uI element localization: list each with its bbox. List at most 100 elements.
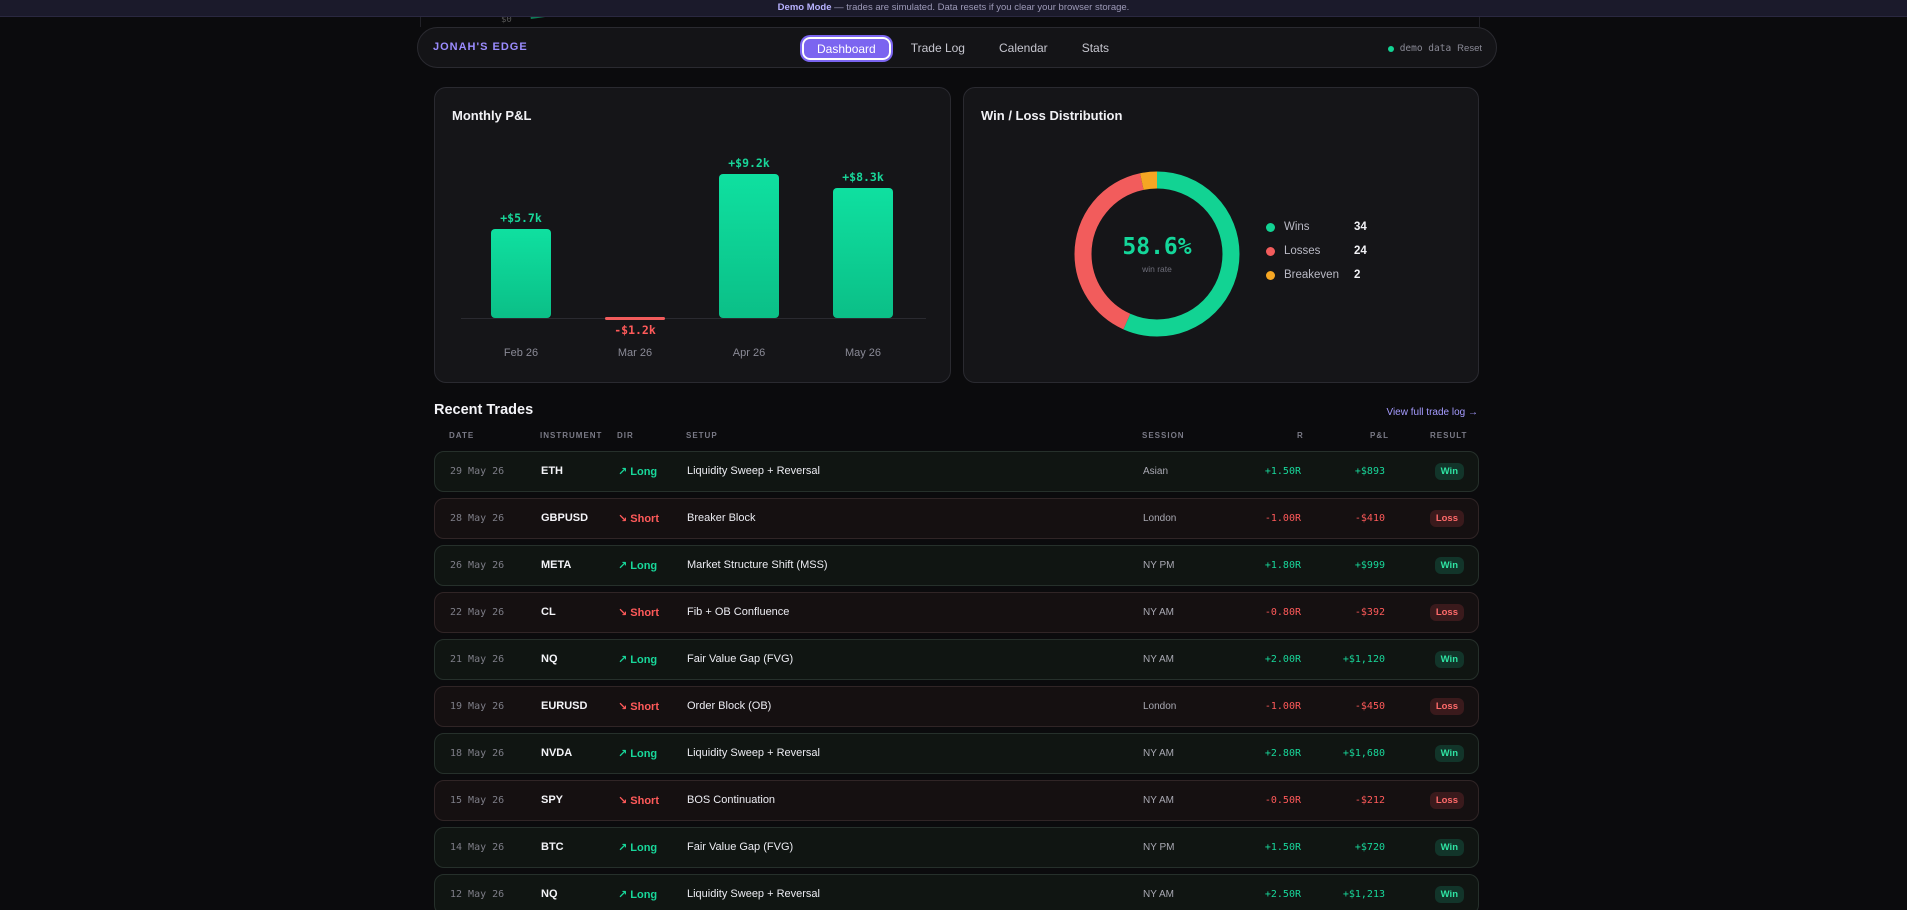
col-pnl: P&L (1370, 431, 1389, 440)
table-row[interactable]: 12 May 26 NQ ↗ Long Liquidity Sweep + Rever… (434, 874, 1479, 910)
table-row[interactable]: 26 May 26 META ↗ Long Market Structure Shif… (434, 545, 1479, 586)
trade-setup: Liquidity Sweep + Reversal (687, 747, 820, 759)
trade-instrument: NQ (541, 888, 558, 900)
donut-segment-breakeven[interactable] (1074, 171, 1240, 337)
result-badge: Win (1434, 745, 1464, 762)
trade-instrument: ETH (541, 465, 563, 477)
trade-instrument: NVDA (541, 747, 573, 759)
trade-direction: ↘ Short (618, 701, 659, 713)
table-row[interactable]: 19 May 26 EURUSD ↘ Short Order Block (OB) Lo… (434, 686, 1479, 727)
ghost-axis-label: $0 (501, 17, 512, 25)
bar-apr-26[interactable] (719, 174, 779, 318)
result-badge: Win (1434, 651, 1464, 668)
table-row[interactable]: 22 May 26 CL ↘ Short Fib + OB Confluence NY … (434, 592, 1479, 633)
view-trade-log-link[interactable]: View full trade log → (1386, 407, 1478, 418)
bar-value-label: +$5.7k (500, 210, 542, 225)
trade-session: London (1143, 701, 1177, 712)
trade-pnl: -$392 (1354, 607, 1385, 618)
trade-date: 19 May 26 (450, 701, 505, 712)
result-badge: Win (1434, 839, 1464, 856)
trade-date: 12 May 26 (450, 889, 505, 900)
demo-mode-label: Demo Mode (777, 2, 832, 13)
tab-trade-log[interactable]: Trade Log (910, 41, 965, 55)
trade-result: Loss (1429, 604, 1464, 621)
trade-date: 14 May 26 (450, 842, 505, 853)
trade-result: Loss (1429, 792, 1464, 809)
trade-r-multiple: -0.80R (1264, 607, 1301, 618)
trades-table-body: 29 May 26 ETH ↗ Long Liquidity Sweep + Reve… (434, 451, 1479, 910)
trade-instrument: CL (541, 606, 556, 618)
demo-banner: Demo Mode — trades are simulated. Data r… (0, 0, 1907, 17)
col-date: DATE (449, 431, 475, 440)
table-row[interactable]: 14 May 26 BTC ↗ Long Fair Value Gap (FVG) NY… (434, 827, 1479, 868)
trade-setup: Fib + OB Confluence (687, 606, 790, 618)
nav-status: demo data Reset (1387, 43, 1482, 54)
donut-segment-losses[interactable] (1074, 171, 1240, 337)
trade-r-multiple: +1.50R (1264, 842, 1301, 853)
trade-session: Asian (1143, 466, 1169, 477)
trade-instrument: EURUSD (541, 700, 588, 712)
trade-result: Win (1434, 745, 1464, 762)
trade-date: 18 May 26 (450, 748, 505, 759)
col-r: R (1297, 431, 1304, 440)
bar-mar-26[interactable] (605, 317, 665, 320)
win-rate-label: win rate (1142, 264, 1172, 274)
reset-button[interactable]: Reset (1457, 43, 1482, 54)
trade-session: NY AM (1143, 795, 1174, 806)
trade-direction: ↗ Long (618, 889, 658, 901)
legend-dot-icon (1266, 271, 1275, 280)
win-loss-donut: 58.6% win rate (1069, 166, 1245, 342)
col-dir: DIR (617, 431, 634, 440)
trade-pnl: +$893 (1354, 466, 1385, 477)
tab-calendar[interactable]: Calendar (998, 41, 1048, 55)
brand-logo[interactable]: JONAH'S EDGE (433, 41, 528, 53)
trade-direction: ↗ Long (618, 466, 658, 478)
tab-dashboard[interactable]: Dashboard (801, 36, 892, 61)
table-row[interactable]: 28 May 26 GBPUSD ↘ Short Breaker Block Londo… (434, 498, 1479, 539)
trade-date: 28 May 26 (450, 513, 505, 524)
chart-baseline (461, 318, 926, 319)
trade-setup: Liquidity Sweep + Reversal (687, 465, 820, 477)
tab-stats[interactable]: Stats (1081, 41, 1110, 55)
trade-direction: ↗ Long (618, 842, 658, 854)
table-row[interactable]: 15 May 26 SPY ↘ Short BOS Continuation NY AM… (434, 780, 1479, 821)
table-row[interactable]: 21 May 26 NQ ↗ Long Fair Value Gap (FVG) NY … (434, 639, 1479, 680)
trade-direction: ↗ Long (618, 560, 658, 572)
legend-label: Breakeven (1284, 269, 1339, 281)
recent-trades-title: Recent Trades (434, 402, 534, 418)
trade-session: NY AM (1143, 748, 1174, 759)
trade-result: Win (1434, 651, 1464, 668)
trade-session: NY AM (1143, 889, 1174, 900)
result-badge: Win (1434, 886, 1464, 903)
trade-pnl: -$450 (1354, 701, 1385, 712)
trade-instrument: NQ (541, 653, 558, 665)
bar-value-label: -$1.2k (614, 323, 656, 337)
trade-result: Win (1434, 886, 1464, 903)
trade-direction: ↘ Short (618, 607, 659, 619)
trade-setup: Breaker Block (687, 512, 756, 524)
ghost-chart-line (530, 17, 621, 23)
col-session: SESSION (1142, 431, 1185, 440)
bar-value-label: +$8.3k (842, 170, 884, 185)
bar-category-label: Mar 26 (617, 347, 653, 359)
trade-r-multiple: +2.00R (1264, 654, 1301, 665)
trade-instrument: GBPUSD (541, 512, 589, 524)
trade-result: Loss (1429, 510, 1464, 527)
bar-category-label: Feb 26 (503, 347, 539, 359)
col-instrument: INSTRUMENT (540, 431, 603, 440)
table-row[interactable]: 29 May 26 ETH ↗ Long Liquidity Sweep + Reve… (434, 451, 1479, 492)
trade-session: NY PM (1143, 842, 1175, 853)
trade-session: NY AM (1143, 654, 1174, 665)
table-row[interactable]: 18 May 26 NVDA ↗ Long Liquidity Sweep + Rev… (434, 733, 1479, 774)
trade-r-multiple: +1.80R (1264, 560, 1301, 571)
scrolled-content-edge: $0 (420, 17, 1480, 27)
trade-date: 15 May 26 (450, 795, 505, 806)
legend-count: 24 (1354, 245, 1367, 257)
trade-r-multiple: -0.50R (1264, 795, 1301, 806)
nav-tabs: Dashboard Trade Log Calendar Stats (801, 36, 1124, 61)
bar-may-26[interactable] (833, 188, 893, 318)
trade-pnl: +$720 (1354, 842, 1385, 853)
bar-feb-26[interactable] (491, 228, 551, 318)
legend-label: Wins (1284, 221, 1310, 233)
trade-date: 22 May 26 (450, 607, 505, 618)
